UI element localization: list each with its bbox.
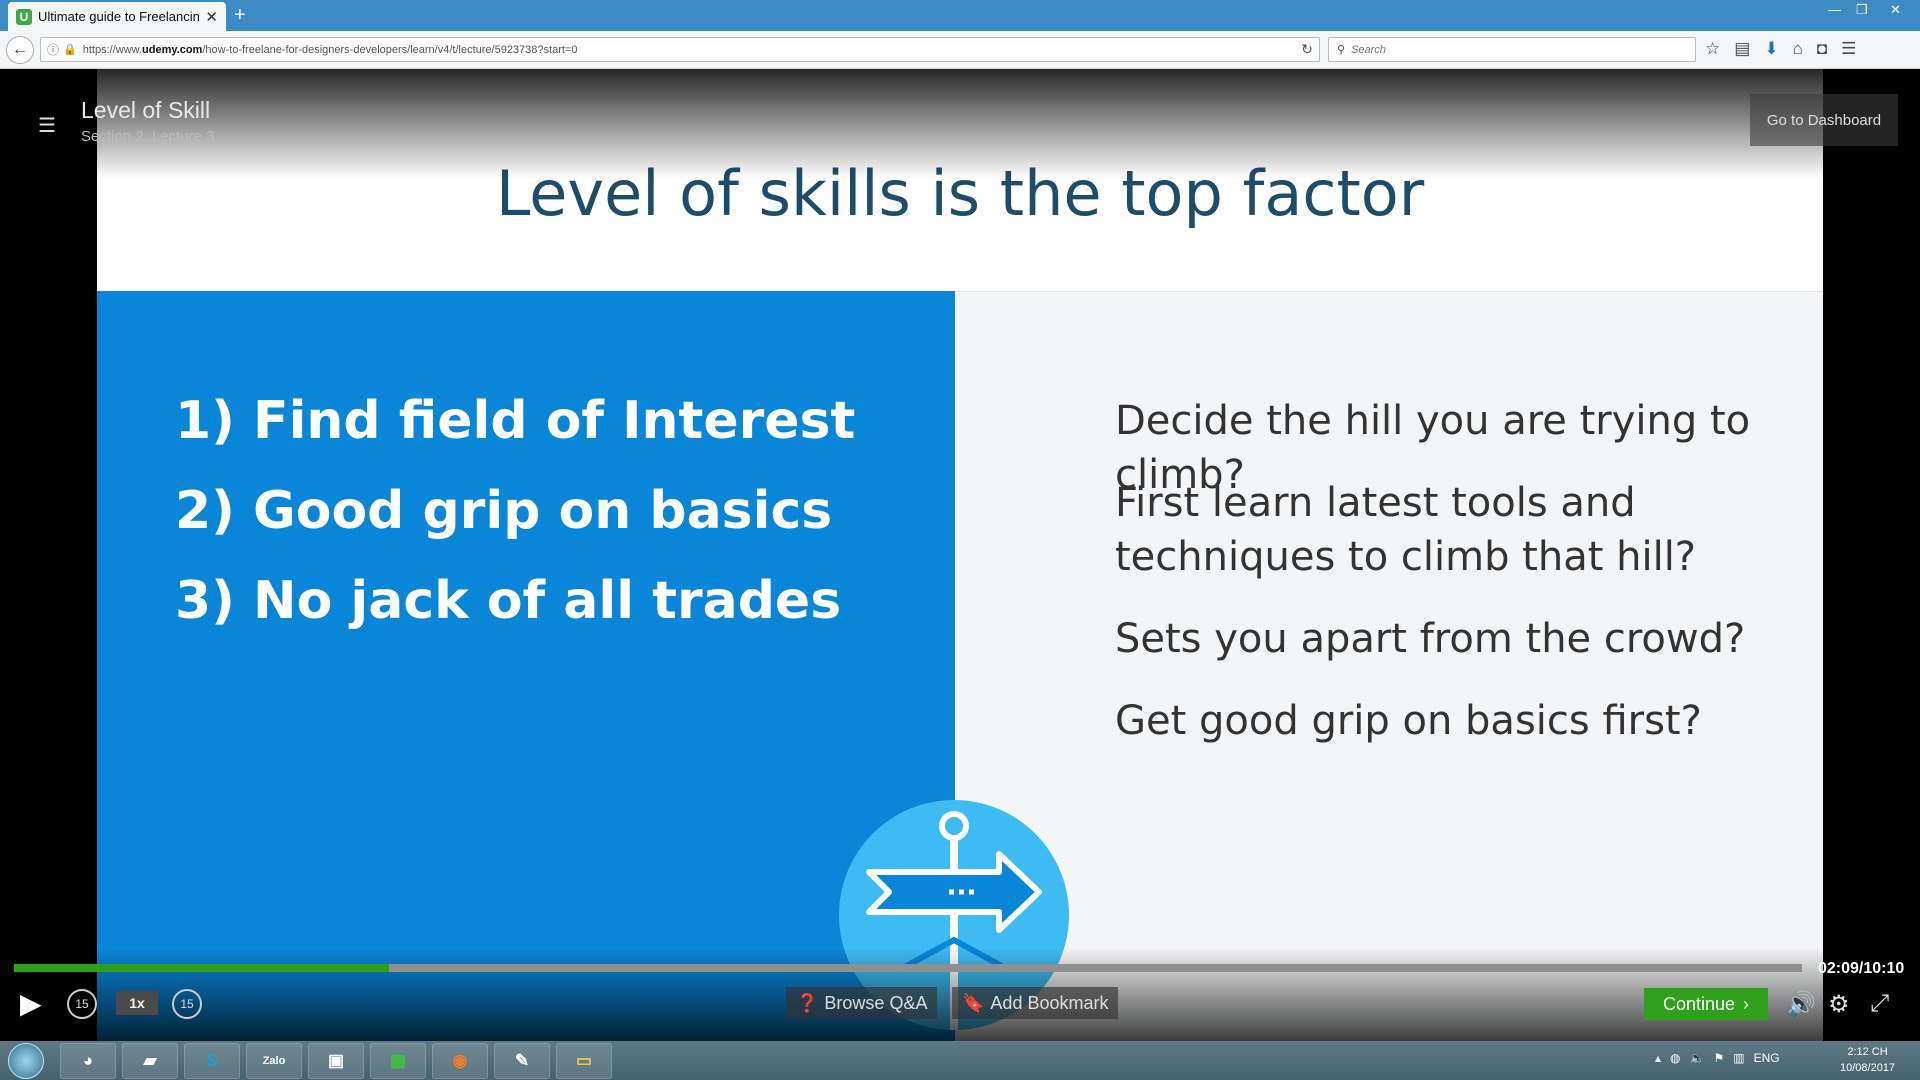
slide-right-item: Get good grip on basics first? [1115,698,1702,744]
search-icon: ⚲ [1337,44,1346,56]
search-placeholder: Search [1351,43,1386,56]
video-player[interactable]: Level of skills is the top factor 1) Fin… [0,69,1920,1041]
rewind-label: 15 [75,997,89,1011]
tray-flag-icon[interactable]: ⚑ [1713,1051,1725,1065]
player-top-overlay [0,69,1920,179]
rewind-15-button[interactable]: 15 [67,989,97,1019]
clock-date: 10/08/2017 [1840,1062,1896,1074]
browser-tab[interactable]: U Ultimate guide to Freelancin ✕ [8,2,226,31]
close-tab-icon[interactable]: ✕ [205,8,218,26]
tray-network-icon[interactable]: ▥ [1733,1051,1745,1065]
tray-expand-icon[interactable]: ▴ [1655,1051,1662,1065]
slide-left-item: 2) Good grip on basics [175,481,833,541]
toolbar-icons: ☆ ▤ ⬇ ⌂ ◘ ☰ [1705,39,1856,59]
minimize-icon[interactable]: — [1828,2,1841,17]
slide-right-item: First learn latest tools and techniques … [1115,480,1697,580]
clock-time: 2:12 CH [1847,1046,1888,1058]
slide-right-panel: Decide the hill you are trying to climb?… [955,291,1823,1041]
play-button[interactable]: ▶ [20,988,42,1019]
lecture-subtitle: Section 2, Lecture 3 [81,128,215,145]
browser-navbar: ← ⓘ 🔒 https://www.udemy.com/how-to-freel… [0,31,1920,69]
restore-icon[interactable]: ❐ [1856,2,1868,17]
skype-taskbar-icon[interactable]: S [184,1043,240,1079]
home-icon[interactable]: ⌂ [1792,39,1803,58]
browse-qa-label: Browse Q&A [824,992,928,1013]
new-tab-button[interactable]: + [234,4,246,26]
slide-left-item: 1) Find field of Interest [175,391,856,451]
slide-right-item: Sets you apart from the crowd? [1115,616,1746,662]
system-clock[interactable]: 2:12 CH 10/08/2017 [1840,1044,1895,1076]
bookmark-star-icon[interactable]: ☆ [1705,39,1721,58]
lecture-title: Level of Skill [81,97,211,123]
reload-icon[interactable]: ↻ [1301,41,1313,57]
chrome-taskbar-icon[interactable]: ◕ [60,1043,116,1079]
back-button[interactable]: ← [6,36,34,64]
back-arrow-icon: ← [12,41,28,58]
url-path: /how-to-freelane-for-designers-developer… [202,43,578,56]
playback-speed-button[interactable]: 1x [116,991,158,1015]
paint-taskbar-icon[interactable]: ✎ [494,1043,550,1079]
info-icon[interactable]: ⓘ [47,43,60,57]
zalo-taskbar-icon[interactable]: Zalo [246,1043,302,1079]
browser-titlebar: U Ultimate guide to Freelancin ✕ + — ❐ ✕ [0,0,1920,31]
url-host: udemy.com [142,43,203,56]
excel-taskbar-icon[interactable]: ▦ [370,1043,426,1079]
go-to-dashboard-button[interactable]: Go to Dashboard [1750,94,1898,146]
language-indicator[interactable]: ENG [1753,1051,1780,1065]
chevron-right-icon: › [1743,993,1750,1014]
time-display: 02:09/10:10 [1818,960,1905,977]
close-window-icon[interactable]: ✕ [1890,2,1901,17]
url-text: https://www.udemy.com/how-to-freelane-fo… [83,44,1295,56]
bookmark-add-icon: 🔖 [962,992,985,1013]
tab-title: Ultimate guide to Freelancin [38,9,200,24]
forward-label: 15 [180,997,194,1011]
url-prefix: https://www. [82,43,143,56]
windows-taskbar: ◕ ▰ S Zalo ▣ ▦ ◉ ✎ ▭ ▴ ◍ 🔈 ⚑ ▥ ENG 2:12 … [0,1041,1920,1080]
firefox-taskbar-icon[interactable]: ◉ [432,1043,488,1079]
download-icon[interactable]: ⬇ [1764,39,1779,58]
start-button[interactable] [8,1043,44,1079]
url-bar[interactable]: ⓘ 🔒 https://www.udemy.com/how-to-freelan… [40,37,1320,62]
curriculum-menu-icon[interactable]: ☰ [38,115,56,137]
lock-icon: 🔒 [63,44,77,56]
tray-volume-icon[interactable]: 🔈 [1689,1051,1705,1065]
slide-left-panel: 1) Find field of Interest 2) Good grip o… [97,291,955,1041]
continue-button[interactable]: Continue › [1644,988,1768,1020]
fullscreen-icon[interactable]: ⤢ [1870,990,1890,1017]
system-tray: ▴ ◍ 🔈 ⚑ ▥ ENG [1655,1051,1780,1065]
volume-icon[interactable]: 🔊 [1786,991,1816,1018]
progress-fill [14,964,390,972]
continue-label: Continue [1662,993,1736,1014]
slide-left-item: 3) No jack of all trades [175,571,842,631]
progress-bar[interactable] [14,964,1802,972]
udemy-favicon-icon: U [16,8,32,25]
hamburger-menu-icon[interactable]: ☰ [1841,39,1857,58]
outlook-taskbar-icon[interactable]: ▣ [308,1043,364,1079]
pocket-icon[interactable]: ◘ [1816,39,1828,58]
question-icon: ❓ [796,992,819,1013]
slide-right-item: Decide the hill you are trying to climb? [1115,398,1751,498]
add-bookmark-label: Add Bookmark [990,992,1109,1013]
reading-list-icon[interactable]: ▤ [1734,39,1751,58]
add-bookmark-button[interactable]: 🔖 Add Bookmark [952,987,1119,1019]
sticky-folder-taskbar-icon[interactable]: ▰ [122,1043,178,1079]
search-input[interactable]: ⚲ Search [1328,37,1696,62]
tray-app-icon[interactable]: ◍ [1670,1051,1681,1065]
browse-qa-button[interactable]: ❓ Browse Q&A [786,987,938,1019]
explorer-taskbar-icon[interactable]: ▭ [556,1043,612,1079]
lecture-slide: Level of skills is the top factor 1) Fin… [97,69,1823,1041]
settings-gear-icon[interactable]: ⚙ [1828,991,1850,1018]
forward-15-button[interactable]: 15 [172,989,202,1019]
